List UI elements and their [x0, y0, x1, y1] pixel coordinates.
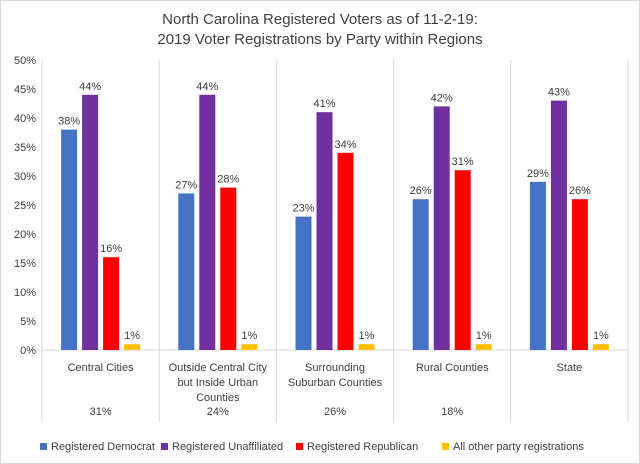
- data-label: 34%: [334, 139, 356, 151]
- bar: [220, 187, 237, 350]
- bar: [103, 257, 120, 350]
- x-category-label: Surrounding: [305, 362, 365, 374]
- bar: [592, 344, 609, 350]
- bar: [475, 344, 492, 350]
- y-tick-label: 50%: [14, 55, 36, 67]
- bar: [571, 199, 588, 350]
- x-category-label: Outside Central City: [169, 362, 268, 374]
- data-label: 1%: [241, 330, 257, 342]
- data-label: 23%: [292, 203, 314, 215]
- bar: [295, 216, 312, 350]
- bar: [529, 181, 546, 350]
- y-tick-label: 15%: [14, 258, 36, 270]
- data-label: 1%: [359, 330, 375, 342]
- y-tick-label: 20%: [14, 229, 36, 241]
- y-tick-label: 30%: [14, 171, 36, 183]
- y-tick-label: 45%: [14, 84, 36, 96]
- data-label: 1%: [476, 330, 492, 342]
- chart-title-line: North Carolina Registered Voters as of 1…: [162, 11, 478, 28]
- bar: [124, 344, 141, 350]
- x-category-label: but Inside Urban: [177, 377, 258, 389]
- data-label: 1%: [593, 330, 609, 342]
- x-category-label: State: [557, 362, 583, 374]
- y-tick-label: 5%: [20, 316, 36, 328]
- y-tick-label: 10%: [14, 287, 36, 299]
- data-label: 29%: [527, 168, 549, 180]
- bar: [412, 199, 429, 350]
- data-label: 16%: [100, 243, 122, 255]
- y-tick-label: 35%: [14, 142, 36, 154]
- legend-swatch: [161, 443, 168, 450]
- category-share-label: 31%: [90, 406, 112, 418]
- legend-swatch: [296, 443, 303, 450]
- y-tick-label: 40%: [14, 113, 36, 125]
- data-label: 38%: [58, 116, 80, 128]
- data-label: 28%: [217, 174, 239, 186]
- x-category-label: Counties: [196, 392, 240, 404]
- legend-label: All other party registrations: [453, 441, 584, 453]
- legend-swatch: [442, 443, 449, 450]
- legend-label: Registered Republican: [307, 441, 418, 453]
- category-share-label: 24%: [207, 406, 229, 418]
- data-label: 41%: [313, 98, 335, 110]
- bar: [550, 100, 567, 350]
- data-label: 26%: [410, 185, 432, 197]
- bar: [82, 94, 99, 350]
- legend-swatch: [40, 443, 47, 450]
- data-label: 26%: [569, 185, 591, 197]
- bar: [316, 112, 333, 350]
- data-label: 27%: [175, 179, 197, 191]
- bar: [199, 94, 216, 350]
- bar: [61, 129, 78, 350]
- data-label: 42%: [431, 92, 453, 104]
- data-label: 31%: [452, 156, 474, 168]
- x-category-label: Central Cities: [68, 362, 135, 374]
- bar: [337, 152, 354, 350]
- data-label: 43%: [548, 87, 570, 99]
- y-tick-label: 0%: [20, 345, 36, 357]
- chart-title-line: 2019 Voter Registrations by Party within…: [157, 31, 482, 48]
- bar: [454, 170, 471, 350]
- bar: [178, 193, 195, 350]
- legend-label: Registered Unaffiliated: [172, 441, 283, 453]
- x-category-label: Suburban Counties: [288, 377, 383, 389]
- y-tick-label: 25%: [14, 200, 36, 212]
- data-label: 44%: [196, 81, 218, 93]
- x-category-label: Rural Counties: [416, 362, 489, 374]
- legend-label: Registered Democrat: [51, 441, 155, 453]
- category-share-label: 18%: [441, 406, 463, 418]
- category-share-label: 26%: [324, 406, 346, 418]
- data-label: 1%: [124, 330, 140, 342]
- data-label: 44%: [79, 81, 101, 93]
- bar: [433, 106, 450, 351]
- bar: [241, 344, 258, 350]
- bar: [358, 344, 375, 350]
